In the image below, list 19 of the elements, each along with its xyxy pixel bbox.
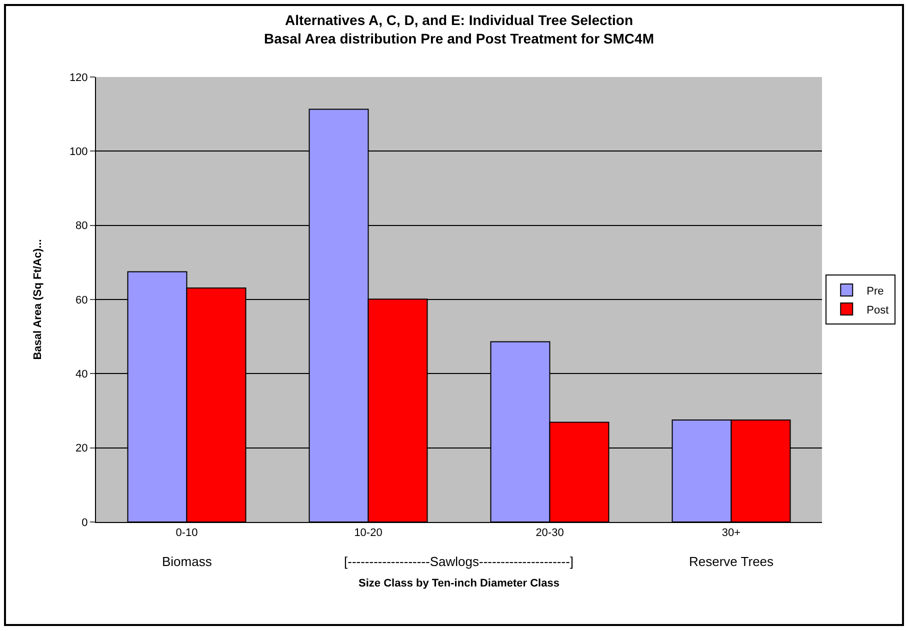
y-tick-label: 60: [76, 294, 88, 306]
y-axis-title: Basal Area (Sq Ft/Ac)...: [32, 239, 44, 360]
y-tick-label: 0: [82, 516, 88, 529]
y-tick-label: 100: [69, 146, 88, 158]
text: Reserve Trees: [689, 554, 774, 569]
y-tick-label: 80: [76, 220, 88, 232]
legend-label: Pre: [866, 285, 884, 298]
text: [-------------------Sawlogs---------------------]: [344, 554, 574, 569]
x-tick-label: 10-20: [354, 527, 382, 540]
x-tick-label: 20-30: [536, 527, 564, 540]
x-tick-label: 30+: [722, 527, 741, 540]
y-tick-label: 120: [69, 72, 88, 84]
x-tick-label: 0-10: [176, 527, 198, 540]
legend-label: Post: [866, 304, 889, 316]
text: Biomass: [162, 554, 212, 569]
chart-title: Alternatives A, C, D, and E: Individual Tree Selection Basal Area distribution Pre and Post Treatment for SMC4M: [264, 12, 654, 46]
y-tick-label: 20: [76, 442, 88, 455]
x-axis-title: Size Class by Ten-inch Diameter Class: [358, 577, 560, 590]
y-tick-label: 40: [76, 368, 88, 381]
